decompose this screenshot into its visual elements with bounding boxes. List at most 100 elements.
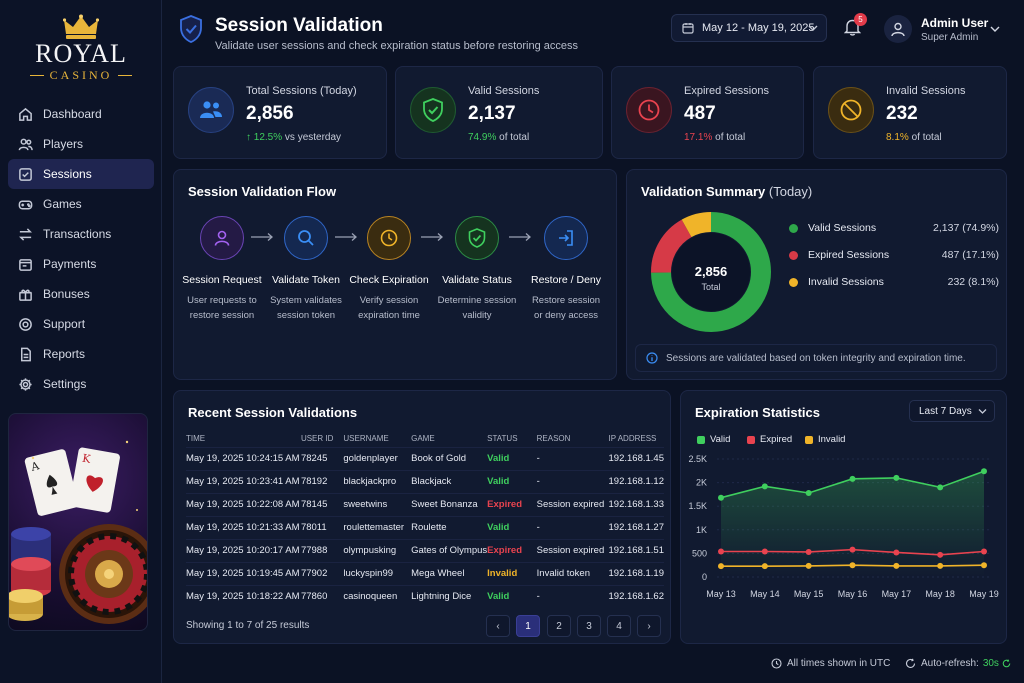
sidebar-item-payments[interactable]: Payments bbox=[8, 249, 154, 279]
date-range-value: May 12 - May 19, 2025 bbox=[702, 22, 815, 34]
sidebar-item-bonuses[interactable]: Bonuses bbox=[8, 279, 154, 309]
bell-icon[interactable] bbox=[844, 18, 861, 36]
flow-step-restore-deny: Restore / Deny Restore session or deny ac… bbox=[522, 216, 610, 323]
legend-dot bbox=[789, 223, 798, 233]
table-row[interactable]: May 19, 2025 10:22:08 AM 78145 sweetwins Sw… bbox=[186, 492, 664, 516]
stat-card-total: Total Sessions (Today) 2,856 ↑ 12.5% vs … bbox=[173, 66, 387, 159]
table-row[interactable]: May 19, 2025 10:24:15 AM 78245 goldenplaye… bbox=[186, 446, 664, 470]
y-tick-label: 1K bbox=[696, 525, 707, 535]
x-tick-label: May 16 bbox=[838, 589, 868, 599]
stat-label: Expired Sessions bbox=[684, 85, 769, 97]
x-tick-label: May 14 bbox=[750, 589, 780, 599]
data-point-valid bbox=[981, 468, 987, 475]
sidebar-item-label: Reports bbox=[43, 347, 86, 361]
data-point-valid bbox=[718, 494, 724, 501]
stat-delta: 8.1% of total bbox=[886, 132, 942, 143]
sidebar-item-sessions[interactable]: Sessions bbox=[8, 159, 154, 189]
sidebar: ROYAL CASINO Dashboard Players Sessions … bbox=[0, 0, 162, 683]
sidebar-item-dashboard[interactable]: Dashboard bbox=[8, 99, 154, 129]
auto-refresh[interactable]: Auto-refresh: 30s bbox=[905, 658, 1011, 669]
stat-value: 2,137 bbox=[468, 103, 516, 124]
pagination-page-1[interactable]: 1 bbox=[516, 615, 540, 637]
status-badge: Valid bbox=[487, 446, 537, 470]
search-icon bbox=[298, 230, 314, 246]
validation-summary-card: Validation Summary (Today) 2,856 Total V… bbox=[626, 169, 1007, 380]
refresh-icon bbox=[1002, 659, 1011, 668]
x-tick-label: May 13 bbox=[706, 589, 736, 599]
sidebar-item-transactions[interactable]: Transactions bbox=[8, 219, 154, 249]
y-tick-label: 2K bbox=[696, 478, 707, 488]
card-title: Validation Summary (Today) bbox=[641, 184, 813, 199]
data-point-expired bbox=[718, 548, 724, 555]
stat-value: 487 bbox=[684, 103, 716, 124]
sidebar-nav: Dashboard Players Sessions Games Transac… bbox=[8, 99, 154, 399]
data-point-valid bbox=[893, 474, 900, 481]
column-header: STATUS bbox=[487, 434, 518, 444]
sidebar-item-support[interactable]: Support bbox=[8, 309, 154, 339]
chevron-down-icon bbox=[978, 409, 987, 414]
table-row[interactable]: May 19, 2025 10:21:33 AM 78011 roulettemas… bbox=[186, 515, 664, 539]
sidebar-item-settings[interactable]: Settings bbox=[8, 369, 154, 399]
column-header: GAME bbox=[411, 434, 435, 444]
table-row[interactable]: May 19, 2025 10:18:22 AM 77860 casinoqueen… bbox=[186, 584, 664, 608]
flow-step-session-request: Session Request User requests to restore … bbox=[178, 216, 266, 323]
sidebar-item-reports[interactable]: Reports bbox=[8, 339, 154, 369]
stat-label: Invalid Sessions bbox=[886, 85, 966, 97]
stat-card-invalid: Invalid Sessions 232 8.1% of total bbox=[813, 66, 1007, 159]
chevron-down-icon[interactable] bbox=[990, 25, 1000, 33]
pagination-page-2[interactable]: 2 bbox=[547, 615, 571, 637]
users-icon bbox=[200, 101, 222, 118]
validation-flow-card: Session Validation Flow Session Request … bbox=[173, 169, 617, 380]
valid-area-fill bbox=[721, 471, 984, 577]
sidebar-item-label: Payments bbox=[43, 257, 97, 271]
table-row[interactable]: May 19, 2025 10:23:41 AM 78192 blackjackpr… bbox=[186, 469, 664, 493]
y-tick-label: 500 bbox=[692, 548, 707, 558]
users-icon bbox=[18, 138, 33, 150]
column-header: USERNAME bbox=[343, 434, 389, 444]
flow-step-validate-status: Validate Status Determine session validit… bbox=[433, 216, 521, 323]
stat-delta: ↑ 12.5% vs yesterday bbox=[246, 132, 342, 143]
data-point-expired bbox=[805, 548, 812, 555]
table-row[interactable]: May 19, 2025 10:20:17 AM 77988 olympusking… bbox=[186, 538, 664, 562]
brand-sub: CASINO bbox=[0, 68, 162, 82]
gamepad-icon bbox=[18, 199, 33, 209]
support-icon bbox=[19, 317, 32, 331]
avatar[interactable] bbox=[884, 15, 912, 43]
chart-legend-expired: Expired bbox=[747, 434, 792, 445]
status-badge: Expired bbox=[487, 492, 537, 516]
data-point-expired bbox=[981, 548, 987, 555]
data-point-invalid bbox=[761, 563, 768, 570]
user-icon bbox=[891, 22, 905, 37]
sidebar-item-label: Dashboard bbox=[43, 107, 102, 121]
range-select[interactable]: Last 7 Days bbox=[909, 400, 995, 422]
pagination-page-4[interactable]: 4 bbox=[607, 615, 631, 637]
status-badge: Expired bbox=[487, 538, 537, 562]
brand-name: ROYAL bbox=[35, 39, 127, 68]
user-icon bbox=[214, 230, 230, 246]
clock-icon bbox=[638, 99, 660, 121]
report-icon bbox=[21, 347, 31, 361]
y-tick-label: 0 bbox=[702, 572, 707, 582]
arrow-right-icon bbox=[335, 233, 357, 241]
data-point-expired bbox=[761, 548, 768, 555]
donut-slice-invalid-sessions bbox=[681, 212, 712, 238]
column-header: IP ADDRESS bbox=[608, 434, 657, 444]
x-tick-label: May 17 bbox=[882, 589, 912, 599]
x-tick-label: May 19 bbox=[969, 589, 999, 599]
stat-value: 2,856 bbox=[246, 103, 294, 124]
pagination-page-3[interactable]: 3 bbox=[577, 615, 601, 637]
sidebar-item-players[interactable]: Players bbox=[8, 129, 154, 159]
page-title: Session Validation bbox=[215, 15, 383, 36]
chart-legend-valid: Valid bbox=[697, 434, 730, 445]
gift-icon bbox=[19, 289, 32, 301]
sidebar-item-games[interactable]: Games bbox=[8, 189, 154, 219]
donut-total-value: 2,856 bbox=[694, 264, 728, 279]
user-name[interactable]: Admin User bbox=[921, 16, 989, 30]
date-range-picker[interactable]: May 12 - May 19, 2025 bbox=[671, 14, 827, 42]
legend-invalid: Invalid Sessions 232 (8.1%) bbox=[789, 276, 999, 288]
column-header: USER ID bbox=[300, 434, 334, 444]
pagination-prev-button[interactable]: ‹ bbox=[486, 615, 510, 637]
pagination-next-button[interactable]: › bbox=[637, 615, 661, 637]
table-row[interactable]: May 19, 2025 10:19:45 AM 77902 luckyspin99… bbox=[186, 561, 664, 585]
recent-validations-table: TIME USER ID USERNAME GAME STATUS REASON… bbox=[186, 431, 664, 608]
